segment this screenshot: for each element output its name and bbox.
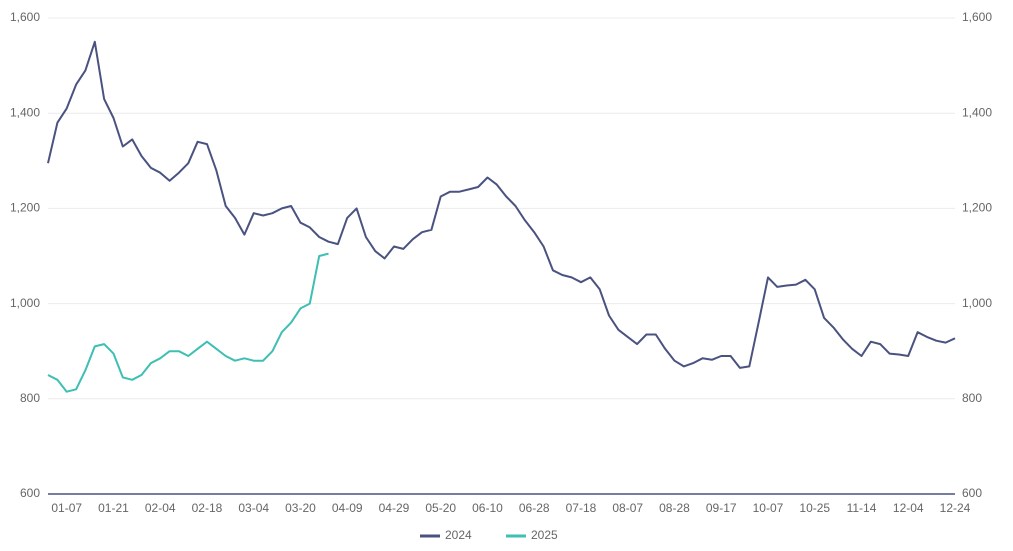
y2-tick-label: 1,400 bbox=[962, 105, 992, 119]
y2-tick-label: 1,200 bbox=[962, 201, 992, 215]
series-line bbox=[47, 40, 956, 369]
x-tick-label: 02-04 bbox=[145, 501, 176, 515]
series-line bbox=[47, 252, 329, 393]
y2-tick-label: 1,600 bbox=[962, 10, 992, 24]
x-tick-label: 01-21 bbox=[98, 501, 129, 515]
y2-tick-label: 600 bbox=[962, 486, 982, 500]
legend-label: 2024 bbox=[445, 528, 472, 542]
x-tick-label: 02-18 bbox=[192, 501, 223, 515]
x-tick-label: 08-07 bbox=[612, 501, 643, 515]
y2-tick-label: 1,000 bbox=[962, 296, 992, 310]
x-tick-label: 05-20 bbox=[425, 501, 456, 515]
x-tick-label: 10-07 bbox=[753, 501, 784, 515]
x-tick-label: 12-04 bbox=[893, 501, 924, 515]
x-tick-label: 09-17 bbox=[706, 501, 737, 515]
y-tick-label: 800 bbox=[20, 391, 40, 405]
y-tick-label: 600 bbox=[20, 486, 40, 500]
x-tick-label: 03-04 bbox=[238, 501, 269, 515]
y-tick-label: 1,600 bbox=[10, 10, 40, 24]
x-tick-label: 06-28 bbox=[519, 501, 550, 515]
x-tick-label: 07-18 bbox=[566, 501, 597, 515]
x-tick-label: 12-24 bbox=[940, 501, 971, 515]
x-tick-label: 03-20 bbox=[285, 501, 316, 515]
x-tick-label: 08-28 bbox=[659, 501, 690, 515]
x-tick-label: 04-09 bbox=[332, 501, 363, 515]
x-tick-label: 06-10 bbox=[472, 501, 503, 515]
x-tick-label: 10-25 bbox=[799, 501, 830, 515]
y-tick-label: 1,200 bbox=[10, 201, 40, 215]
x-tick-label: 04-29 bbox=[379, 501, 410, 515]
y-tick-label: 1,400 bbox=[10, 105, 40, 119]
x-tick-label: 01-07 bbox=[51, 501, 82, 515]
x-tick-label: 11-14 bbox=[847, 501, 877, 515]
y-tick-label: 1,000 bbox=[10, 296, 40, 310]
y2-tick-label: 800 bbox=[962, 391, 982, 405]
legend-label: 2025 bbox=[531, 528, 558, 542]
